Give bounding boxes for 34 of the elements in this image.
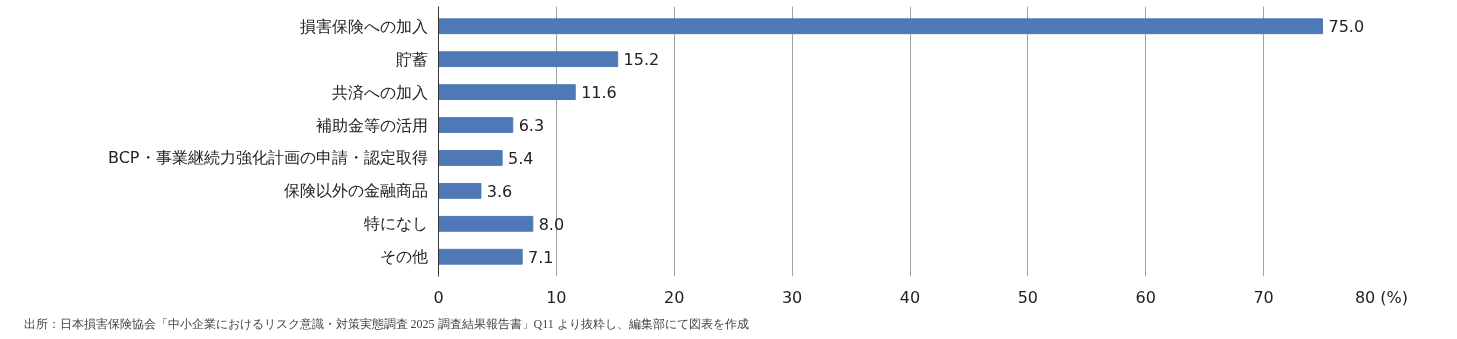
- bar: [438, 18, 1324, 35]
- data-label: 75.0: [1328, 17, 1365, 37]
- x-tick-label: 10: [546, 287, 567, 307]
- y-tick-label: 損害保険への加入: [299, 16, 428, 36]
- bar: [438, 51, 619, 68]
- bar: [438, 182, 482, 199]
- data-label: 8.0: [538, 214, 565, 234]
- x-tick-label: 20: [664, 287, 685, 307]
- x-tick-label: 30: [781, 287, 803, 307]
- bar: [438, 150, 503, 166]
- x-tick-label: 50: [1017, 287, 1039, 307]
- data-label: 7.1: [528, 247, 554, 267]
- x-tick-label: 70: [1253, 287, 1274, 307]
- x-tick-label: 40: [899, 287, 921, 307]
- data-label: 3.6: [486, 181, 513, 201]
- y-tick-label: 補助金等の活用: [315, 115, 428, 135]
- x-tick-label: 0: [433, 287, 444, 307]
- x-tick-label: 80 (%): [1354, 287, 1409, 307]
- y-tick-label: 特になし: [363, 214, 428, 234]
- y-tick-label: BCP・事業継続力強化計画の申請・認定取得: [107, 148, 428, 168]
- data-label: 15.2: [623, 50, 660, 70]
- data-label: 11.6: [581, 83, 617, 103]
- bar: [438, 215, 534, 232]
- data-label: 5.4: [508, 148, 534, 168]
- y-tick-label: 共済への加入: [331, 82, 428, 102]
- y-tick-label: 保険以外の金融商品: [283, 181, 428, 201]
- bar: [438, 117, 514, 133]
- bar: [438, 84, 576, 101]
- x-tick-label: 60: [1135, 287, 1156, 307]
- text: 出所：日本損害保険協会「中小企業におけるリスク意識・対策実態調査 2025 調査結果報告書」Q11 より抜粋し、編集部にて図表を作成: [23, 316, 749, 331]
- y-tick-label: その他: [379, 247, 428, 267]
- bar: [438, 248, 523, 265]
- data-label: 6.3: [518, 116, 545, 136]
- y-tick-label: 貯蓄: [395, 49, 428, 69]
